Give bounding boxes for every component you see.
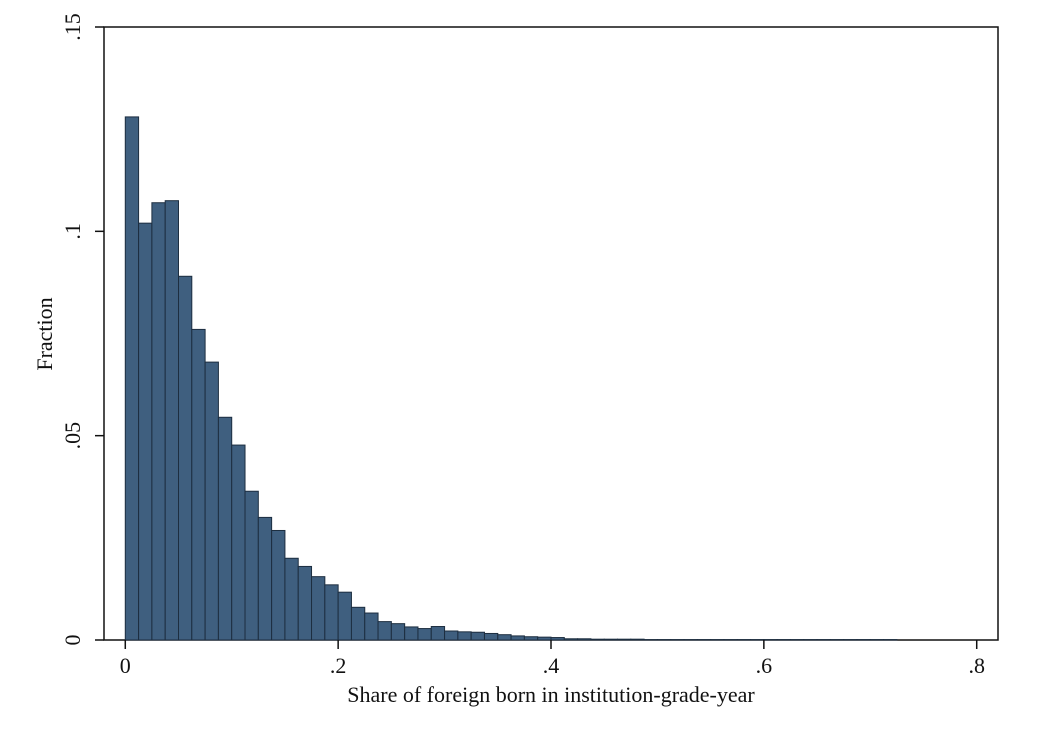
histogram-bar <box>377 621 392 641</box>
histogram-bar <box>444 630 459 641</box>
histogram-bar <box>537 636 552 641</box>
histogram-bar <box>617 638 632 641</box>
bars <box>124 116 898 641</box>
histogram-bar <box>404 626 419 641</box>
histogram-bar <box>510 635 525 641</box>
histogram-bar <box>563 638 579 641</box>
y-tick-label: .15 <box>60 13 85 41</box>
histogram-bar <box>138 222 153 641</box>
histogram-bar <box>470 631 485 641</box>
histogram-bar <box>244 490 259 641</box>
histogram-bar <box>483 632 499 641</box>
histogram-bar <box>311 576 326 641</box>
histogram-bar <box>191 328 206 641</box>
histogram-bar <box>231 444 246 641</box>
y-axis-ticks: 0 .05 .1 .15 <box>60 13 104 646</box>
histogram-bar <box>324 584 339 641</box>
x-axis-title: Share of foreign born in institution-gra… <box>347 682 755 707</box>
histogram-bar <box>390 623 406 641</box>
histogram-bar <box>350 606 366 641</box>
histogram-bar <box>577 638 592 641</box>
x-tick-label: 0 <box>120 653 131 678</box>
histogram-bar <box>430 626 446 641</box>
histogram-bar <box>178 275 193 641</box>
y-tick-label: .05 <box>60 422 85 450</box>
histogram-bar <box>257 516 273 641</box>
histogram-bar <box>630 638 645 641</box>
histogram-bar <box>523 636 539 641</box>
histogram-bar <box>603 638 619 641</box>
histogram-bar <box>550 637 565 641</box>
x-axis-ticks: 0 .2 .4 .6 .8 <box>120 640 985 678</box>
x-tick-label: .8 <box>968 653 985 678</box>
histogram-bar <box>204 361 219 641</box>
histogram-bar <box>497 634 512 641</box>
histogram-bar <box>337 591 352 641</box>
x-tick-label: .6 <box>756 653 773 678</box>
y-tick-label: .1 <box>60 223 85 240</box>
histogram-bar <box>364 612 379 641</box>
histogram-bar <box>457 631 472 641</box>
x-tick-label: .2 <box>330 653 347 678</box>
histogram-bar <box>164 200 179 641</box>
y-tick-label: 0 <box>60 635 85 646</box>
x-tick-label: .4 <box>543 653 560 678</box>
histogram-bar <box>297 565 313 641</box>
y-axis-title: Fraction <box>32 297 57 370</box>
histogram-bar <box>124 116 140 641</box>
histogram-bar <box>271 529 286 641</box>
histogram-bar <box>151 202 166 641</box>
histogram-bar <box>590 638 605 641</box>
histogram-bar <box>417 628 432 641</box>
histogram-bar <box>284 557 299 641</box>
histogram-bar <box>217 416 233 641</box>
